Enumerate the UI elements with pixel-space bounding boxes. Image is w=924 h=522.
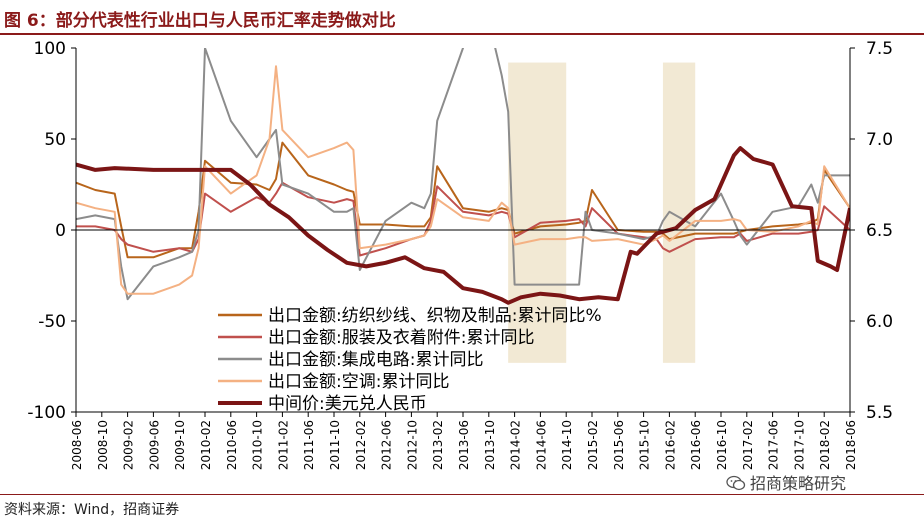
watermark: 招商策略研究 bbox=[726, 470, 846, 494]
title-rule bbox=[0, 33, 924, 35]
chart-title: 图 6：部分代表性行业出口与人民币汇率走势做对比 bbox=[4, 11, 396, 31]
x-tick-label: 2012-02 bbox=[354, 420, 368, 470]
right-tick-label: 6.0 bbox=[866, 312, 893, 332]
x-tick-label: 2015-10 bbox=[638, 420, 652, 470]
x-tick-label: 2013-02 bbox=[431, 420, 445, 470]
left-tick-label: 50 bbox=[44, 130, 66, 150]
legend-label-3: 出口金额:集成电路:累计同比 bbox=[268, 350, 483, 370]
chart: -100 -50 0 50 100 5.5 6.0 6.5 7.0 7.5 2008-06 2008-… bbox=[27, 39, 893, 470]
series-line-4 bbox=[76, 65, 850, 295]
right-tick-label: 5.5 bbox=[866, 403, 893, 423]
x-tick-label: 2017-10 bbox=[792, 420, 806, 470]
right-tick-label: 7.0 bbox=[866, 130, 893, 150]
wechat-icon bbox=[726, 475, 746, 491]
source-note: 资料来源：Wind，招商证券 bbox=[4, 502, 180, 518]
shaded-range-1 bbox=[508, 62, 567, 363]
x-tick-label: 2017-06 bbox=[767, 420, 781, 470]
x-tick-label: 2011-06 bbox=[302, 420, 316, 470]
x-tick-label: 2015-02 bbox=[586, 420, 600, 470]
x-tick-label: 2011-10 bbox=[328, 420, 342, 470]
x-tick-label: 2013-06 bbox=[457, 420, 471, 470]
x-tick-label: 2008-06 bbox=[70, 420, 84, 470]
right-tick-label: 7.5 bbox=[866, 39, 893, 59]
x-tick-label: 2009-02 bbox=[122, 420, 136, 470]
bottom-rule bbox=[0, 494, 924, 495]
left-tick-label: -100 bbox=[27, 403, 66, 423]
right-tick-label: 6.5 bbox=[866, 221, 893, 241]
x-tick-label: 2010-10 bbox=[251, 420, 265, 470]
series-line-3 bbox=[76, 48, 850, 301]
x-tick-label: 2009-06 bbox=[147, 420, 161, 470]
x-tick-label: 2017-02 bbox=[741, 420, 755, 470]
x-tick-label: 2016-06 bbox=[689, 420, 703, 470]
x-tick-label: 2014-02 bbox=[509, 420, 523, 470]
x-tick-label: 2008-10 bbox=[96, 420, 110, 470]
x-tick-label: 2015-06 bbox=[612, 420, 626, 470]
x-tick-label: 2014-10 bbox=[560, 420, 574, 470]
x-tick-label: 2012-06 bbox=[380, 420, 394, 470]
left-tick-label: 0 bbox=[55, 221, 66, 241]
watermark-text: 招商策略研究 bbox=[750, 474, 847, 493]
left-tick-label: -50 bbox=[38, 312, 66, 332]
series-line-5 bbox=[76, 146, 850, 305]
x-tick-label: 2012-10 bbox=[405, 420, 419, 470]
legend-label-4: 出口金额:空调:累计同比 bbox=[268, 372, 449, 392]
x-tick-label: 2010-02 bbox=[199, 420, 213, 470]
x-tick-label: 2016-02 bbox=[663, 420, 677, 470]
x-tick-label: 2009-10 bbox=[173, 420, 187, 470]
legend-label-1: 出口金额:纺织纱线、织物及制品:累计同比% bbox=[268, 306, 602, 326]
x-tick-label: 2016-10 bbox=[715, 420, 729, 470]
x-tick-label: 2018-02 bbox=[818, 420, 832, 470]
title-bar: 图 6：部分代表性行业出口与人民币汇率走势做对比 bbox=[0, 0, 924, 35]
x-tick-label: 2011-02 bbox=[276, 420, 290, 470]
legend-label-2: 出口金额:服装及衣着附件:累计同比 bbox=[268, 328, 534, 348]
x-tick-label: 2014-06 bbox=[534, 420, 548, 470]
x-tick-label: 2013-10 bbox=[483, 420, 497, 470]
x-tick-label: 2018-06 bbox=[844, 420, 858, 470]
legend-label-5: 中间价:美元兑人民币 bbox=[268, 394, 427, 414]
left-tick-label: 100 bbox=[34, 39, 66, 59]
x-tick-label: 2010-06 bbox=[225, 420, 239, 470]
